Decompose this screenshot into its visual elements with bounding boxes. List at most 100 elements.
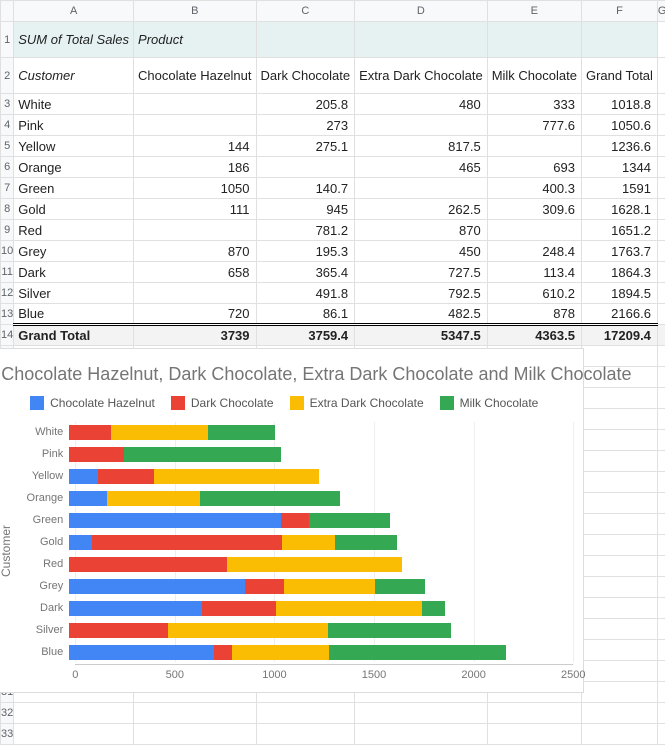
cell[interactable]	[657, 346, 665, 367]
pivot-value[interactable]: 140.7	[256, 178, 355, 199]
grand-total-value[interactable]: 17209.4	[581, 325, 657, 346]
cell[interactable]	[256, 703, 355, 724]
pivot-value[interactable]: 1628.1	[581, 199, 657, 220]
cell[interactable]	[657, 94, 665, 115]
pivot-value[interactable]	[134, 94, 256, 115]
pivot-value[interactable]: 2166.6	[581, 304, 657, 325]
pivot-value[interactable]: 491.8	[256, 283, 355, 304]
cell[interactable]	[657, 535, 665, 556]
cell[interactable]	[657, 409, 665, 430]
cell[interactable]	[657, 430, 665, 451]
pivot-row-label[interactable]: Orange	[14, 157, 134, 178]
row-header[interactable]: 2	[1, 58, 14, 94]
pivot-row-label[interactable]: White	[14, 94, 134, 115]
pivot-value[interactable]: 1018.8	[581, 94, 657, 115]
cell[interactable]	[581, 388, 657, 409]
cell[interactable]	[581, 598, 657, 619]
cell[interactable]	[14, 703, 134, 724]
pivot-value[interactable]: 727.5	[355, 262, 488, 283]
cell[interactable]	[657, 493, 665, 514]
pivot-value[interactable]: 1894.5	[581, 283, 657, 304]
pivot-value[interactable]: 144	[134, 136, 256, 157]
cell[interactable]	[657, 136, 665, 157]
pivot-row-label[interactable]: Pink	[14, 115, 134, 136]
cell[interactable]	[581, 451, 657, 472]
cell[interactable]	[581, 661, 657, 682]
pivot-value[interactable]: 792.5	[355, 283, 488, 304]
pivot-value[interactable]: 275.1	[256, 136, 355, 157]
cell[interactable]	[355, 703, 488, 724]
cell[interactable]	[581, 22, 657, 58]
pivot-value[interactable]: 333	[487, 94, 581, 115]
cell[interactable]	[581, 409, 657, 430]
cell[interactable]	[581, 619, 657, 640]
cell[interactable]	[657, 598, 665, 619]
pivot-value[interactable]: 111	[134, 199, 256, 220]
pivot-value[interactable]: 1651.2	[581, 220, 657, 241]
row-header[interactable]: 3	[1, 94, 14, 115]
row-header[interactable]: 8	[1, 199, 14, 220]
pivot-col-label[interactable]: Milk Chocolate	[487, 58, 581, 94]
pivot-value[interactable]: 309.6	[487, 199, 581, 220]
cell[interactable]	[657, 556, 665, 577]
pivot-value[interactable]	[134, 283, 256, 304]
col-header[interactable]: B	[134, 1, 256, 22]
pivot-value[interactable]: 482.5	[355, 304, 488, 325]
pivot-value[interactable]: 262.5	[355, 199, 488, 220]
cell[interactable]	[657, 58, 665, 94]
row-header[interactable]: 1	[1, 22, 14, 58]
pivot-value[interactable]: 365.4	[256, 262, 355, 283]
spreadsheet-grid[interactable]: A B C D E F G H 1SUM of Total SalesProdu…	[0, 0, 665, 745]
pivot-value[interactable]: 205.8	[256, 94, 355, 115]
pivot-value[interactable]: 870	[355, 220, 488, 241]
pivot-value[interactable]: 817.5	[355, 136, 488, 157]
cell[interactable]	[657, 115, 665, 136]
col-header[interactable]: F	[581, 1, 657, 22]
cell[interactable]	[657, 367, 665, 388]
pivot-value[interactable]	[256, 157, 355, 178]
cell[interactable]: Chocolate Hazelnut, Dark Chocolate, Extr…	[14, 346, 134, 367]
cell[interactable]	[657, 22, 665, 58]
pivot-value[interactable]: 1236.6	[581, 136, 657, 157]
cell[interactable]	[355, 22, 488, 58]
pivot-row-label[interactable]: Blue	[14, 304, 134, 325]
cell[interactable]	[657, 241, 665, 262]
cell[interactable]	[657, 451, 665, 472]
pivot-value[interactable]: 878	[487, 304, 581, 325]
col-header[interactable]: G	[657, 1, 665, 22]
pivot-value[interactable]: 113.4	[487, 262, 581, 283]
cell[interactable]	[487, 724, 581, 745]
cell[interactable]	[657, 724, 665, 745]
cell[interactable]	[657, 703, 665, 724]
row-header[interactable]: 7	[1, 178, 14, 199]
pivot-value[interactable]: 693	[487, 157, 581, 178]
pivot-value[interactable]: 195.3	[256, 241, 355, 262]
pivot-row-label[interactable]: Red	[14, 220, 134, 241]
pivot-row-label[interactable]: Gold	[14, 199, 134, 220]
pivot-row-field[interactable]: Customer	[14, 58, 134, 94]
cell[interactable]	[581, 640, 657, 661]
col-header[interactable]: D	[355, 1, 488, 22]
cell[interactable]	[657, 682, 665, 703]
cell[interactable]	[657, 514, 665, 535]
cell[interactable]	[657, 577, 665, 598]
pivot-value[interactable]: 945	[256, 199, 355, 220]
cell[interactable]	[657, 472, 665, 493]
cell[interactable]	[657, 388, 665, 409]
cell[interactable]	[487, 703, 581, 724]
pivot-value[interactable]: 450	[355, 241, 488, 262]
row-header[interactable]: 13	[1, 304, 14, 325]
cell[interactable]	[581, 514, 657, 535]
cell[interactable]	[256, 22, 355, 58]
pivot-value[interactable]: 1050.6	[581, 115, 657, 136]
col-header[interactable]: C	[256, 1, 355, 22]
pivot-value[interactable]: 465	[355, 157, 488, 178]
row-header[interactable]: 4	[1, 115, 14, 136]
pivot-col-label[interactable]: Dark Chocolate	[256, 58, 355, 94]
row-header[interactable]: 11	[1, 262, 14, 283]
pivot-value[interactable]	[134, 220, 256, 241]
pivot-value[interactable]: 186	[134, 157, 256, 178]
pivot-value[interactable]: 610.2	[487, 283, 581, 304]
cell[interactable]	[581, 535, 657, 556]
cell[interactable]	[14, 724, 134, 745]
